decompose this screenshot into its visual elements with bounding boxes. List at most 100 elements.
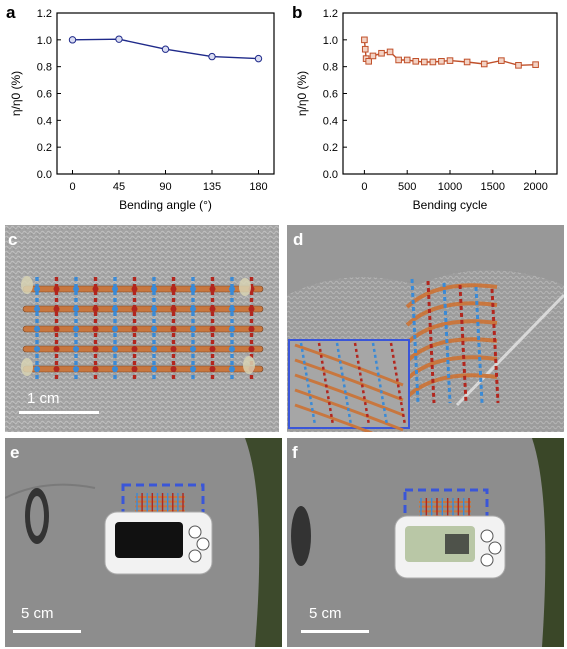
- yarn-knot: [248, 306, 255, 312]
- y-tick-label: 0.2: [37, 142, 52, 154]
- x-tick-label: 135: [203, 181, 221, 193]
- woven-grid: [21, 276, 264, 381]
- y-tick-label: 0.4: [37, 115, 52, 127]
- warp-yarn: [426, 280, 436, 404]
- pedometer: [104, 511, 213, 575]
- x-tick-label: 0: [69, 181, 75, 193]
- data-point: [429, 58, 437, 66]
- photo-panel-c: c 1 cm: [5, 225, 279, 432]
- yarn-knot: [190, 326, 196, 332]
- copper-fiber: [405, 355, 498, 381]
- panel-letter-a: a: [6, 3, 16, 22]
- yarn-knot: [34, 306, 40, 312]
- chart-panel-a: 0 45 90 135 180 0.0 0.2 0.4 0.6 0.8 1.0 1.2 Bending …: [9, 8, 275, 212]
- photo-panel-f: f 5 cm: [287, 438, 564, 647]
- inset-woven-closeup: [294, 342, 407, 432]
- warp-yarn: [474, 286, 484, 404]
- data-point: [115, 35, 123, 43]
- yarn-knot: [92, 326, 99, 332]
- yarn-knot: [73, 286, 79, 292]
- warp-yarn: [490, 288, 500, 404]
- x-axis-label-a: Bending angle (°): [119, 198, 212, 212]
- charts-area: 0 45 90 135 180 0.0 0.2 0.4 0.6 0.8 1.0 1.2 Bending …: [9, 8, 558, 212]
- y-tick-label: 0.4: [323, 115, 338, 127]
- data-point: [361, 36, 368, 44]
- sleeve-photo-e: [5, 438, 282, 647]
- data-point: [515, 62, 522, 69]
- warp-yarn: [458, 284, 468, 404]
- yarn-knot: [112, 346, 118, 352]
- y-tick-label: 0.2: [323, 142, 338, 154]
- copper-fiber: [405, 319, 498, 345]
- sleeve-photo-f: [287, 438, 564, 647]
- copper-fiber: [22, 325, 264, 333]
- data-point: [438, 58, 445, 65]
- yarn-knot: [92, 366, 99, 372]
- data-point: [68, 36, 77, 44]
- data-point: [412, 58, 420, 65]
- yarn-knot: [229, 326, 235, 332]
- warp-yarn: [335, 342, 353, 426]
- data-point: [208, 52, 216, 61]
- warp-yarn: [353, 342, 371, 426]
- plot-frame-a: [56, 12, 275, 175]
- data-point: [386, 48, 394, 56]
- scale-bar-f: [301, 630, 369, 633]
- x-tick-label: 90: [159, 181, 171, 193]
- y-tick-label: 0.8: [37, 62, 52, 74]
- yarn-knot: [151, 326, 157, 332]
- copper-fiber: [294, 358, 404, 402]
- yarn-knot: [190, 366, 196, 372]
- copper-fiber: [294, 343, 404, 387]
- x-tick-label: 500: [398, 181, 416, 193]
- yarn-knot: [34, 326, 40, 332]
- yarn-knot: [34, 286, 40, 292]
- photo-panel-d: d: [287, 225, 564, 432]
- x-tick-label: 2000: [523, 181, 547, 193]
- scale-bar-e: [13, 630, 81, 633]
- scale-label-f: 5 cm: [309, 605, 342, 622]
- y-tick-label: 1.2: [37, 8, 52, 20]
- yarn-knot: [209, 326, 216, 332]
- x-tick-label: 1500: [481, 181, 505, 193]
- panel-letter-d: d: [293, 230, 304, 249]
- x-tick-label: 0: [361, 181, 367, 193]
- needle: [455, 293, 564, 407]
- yarn-knot: [53, 346, 60, 352]
- yarn-knot: [190, 346, 196, 352]
- yarn-knot: [190, 306, 196, 312]
- yarn-knot: [229, 366, 235, 372]
- y-tick-label: 0.6: [37, 89, 52, 101]
- chart-panel-b: 0 500 1000 1500 2000 0.0 0.2 0.4 0.6 0.8 1.0 1.2 Ben…: [295, 8, 558, 212]
- yarn-knot: [229, 346, 235, 352]
- panel-letter-f: f: [292, 443, 298, 462]
- textile-patch: [135, 493, 185, 515]
- yarn-knot: [112, 286, 118, 292]
- copper-fiber: [22, 305, 264, 313]
- y-tick-label: 0.6: [323, 89, 338, 101]
- y-axis-label-a: η/η0 (%): [9, 71, 23, 116]
- yarn-knot: [92, 306, 99, 312]
- data-point: [365, 58, 372, 65]
- data-point: [403, 56, 411, 64]
- panel-letter-b: b: [292, 3, 303, 22]
- yarn-knot: [73, 306, 79, 312]
- yarn-knot: [229, 286, 235, 292]
- scale-bar-c: [19, 411, 99, 414]
- data-point: [463, 58, 471, 66]
- yarn-knot: [131, 286, 138, 292]
- warp-yarn: [442, 282, 452, 404]
- copper-fiber: [22, 345, 264, 353]
- photo-panel-e: e 5 cm: [5, 438, 282, 647]
- x-axis-label-b: Bending cycle: [413, 198, 488, 212]
- yarn-knot: [131, 366, 138, 372]
- warp-yarn: [389, 342, 407, 426]
- yarn-knot: [53, 326, 60, 332]
- x-tick-label: 180: [249, 181, 267, 193]
- data-point: [254, 54, 263, 63]
- yarn-knot: [112, 326, 118, 332]
- yarn-knot: [151, 366, 157, 372]
- yarn-knot: [209, 306, 216, 312]
- yarn-knot: [112, 366, 118, 372]
- yarn-knot: [151, 306, 157, 312]
